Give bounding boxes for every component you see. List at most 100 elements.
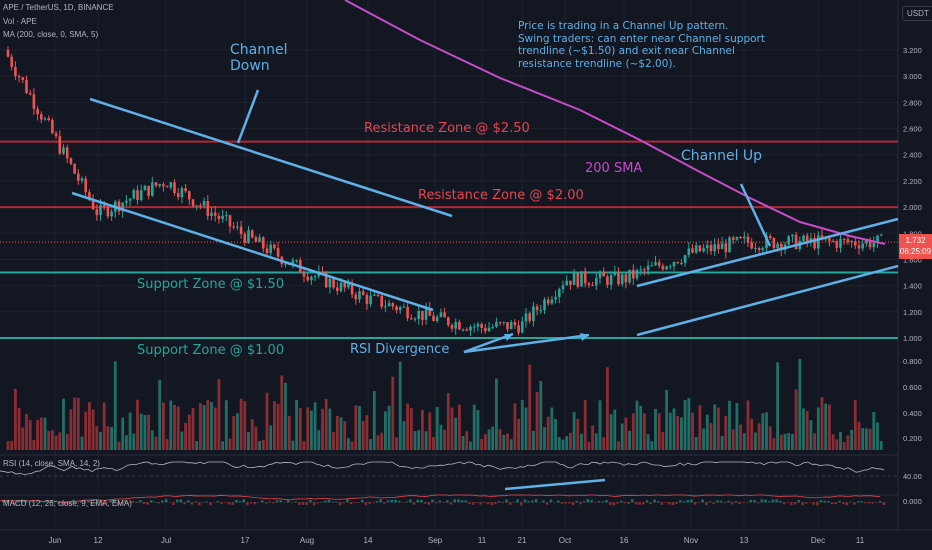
macd-bar — [316, 502, 320, 504]
candle-body — [350, 283, 354, 295]
macd-bar — [675, 502, 678, 504]
candle-body — [691, 248, 694, 253]
candle-body — [757, 247, 761, 250]
macd-bar — [113, 500, 116, 503]
volume-bar — [454, 417, 458, 450]
volume-bar — [139, 413, 143, 450]
macd-bar — [878, 500, 882, 503]
candle-body — [739, 237, 742, 239]
time-tick-label: Oct — [559, 536, 572, 545]
candle-body — [28, 92, 32, 95]
macd-bar — [253, 502, 257, 505]
macd-bar — [179, 499, 183, 503]
volume-bar — [639, 405, 643, 450]
candle-body — [683, 255, 687, 264]
macd-bar — [249, 502, 253, 504]
macd-bar — [790, 502, 793, 506]
volume-bar — [676, 416, 680, 450]
macd-bar — [693, 502, 697, 505]
volume-bar — [546, 416, 550, 450]
volume-bar — [598, 400, 602, 450]
volume-bar — [169, 400, 173, 450]
candle-body — [36, 108, 39, 115]
volume-bar — [617, 441, 620, 450]
volume-tick-label: 0.200 — [903, 434, 922, 443]
macd-bar — [512, 501, 516, 503]
candle-body — [635, 269, 639, 279]
volume-bar — [398, 361, 402, 450]
macd-bar — [475, 502, 479, 504]
macd-bar — [42, 501, 46, 503]
macd-bar — [360, 499, 364, 503]
volume-bar — [446, 393, 450, 450]
candle-body — [273, 244, 276, 249]
candle-body — [809, 238, 813, 243]
macd-bar — [161, 500, 164, 503]
volume-bar — [165, 438, 169, 450]
volume-bar — [724, 416, 728, 450]
macd-bar — [605, 499, 608, 503]
candle-body — [373, 294, 376, 296]
macd-bar — [653, 499, 656, 503]
macd-bar — [383, 502, 386, 504]
macd-bar — [279, 500, 283, 503]
volume-bar — [236, 413, 239, 450]
macd-bar — [531, 500, 534, 503]
candle-body — [395, 306, 398, 311]
trendline — [636, 217, 899, 288]
volume-bar — [369, 439, 372, 450]
macd-bar — [209, 502, 212, 506]
macd-bar — [753, 499, 756, 503]
macd-bar — [342, 502, 345, 504]
candle-body — [532, 306, 535, 321]
candle-body — [768, 235, 772, 239]
time-tick-label: 21 — [518, 536, 527, 545]
trendline — [636, 264, 899, 337]
macd-bar — [453, 499, 456, 503]
macd-bar — [438, 500, 442, 503]
volume-bar — [591, 425, 594, 450]
macd-bar — [730, 502, 734, 505]
candle-body — [865, 240, 868, 244]
macd-bar — [564, 502, 567, 504]
candle-body — [17, 76, 21, 78]
candle-body — [336, 287, 339, 291]
volume-bar — [461, 435, 465, 450]
volume-bar — [343, 421, 347, 450]
macd-bar — [349, 502, 353, 505]
volume-bar — [794, 389, 798, 450]
volume-bar — [861, 428, 865, 450]
candle-body — [543, 299, 546, 311]
volume-bar — [820, 397, 824, 450]
volume-bar — [298, 408, 302, 450]
candle-body — [447, 317, 450, 325]
candle-body — [147, 185, 150, 196]
candle-body — [417, 310, 420, 319]
price-tick-label: 1.200 — [903, 308, 922, 317]
candle-body — [665, 266, 668, 270]
last-price-value: 1.732 — [905, 236, 926, 245]
macd-bar — [471, 502, 475, 505]
currency-button[interactable]: USDT — [902, 6, 932, 21]
volume-bar — [594, 433, 598, 450]
macd-bar — [372, 502, 375, 503]
candle-body — [40, 114, 43, 120]
candle-body — [143, 185, 147, 191]
macd-bar — [449, 502, 453, 505]
candle-body — [136, 190, 139, 201]
macd-bar — [520, 502, 523, 506]
volume-bar — [728, 400, 731, 450]
volume-bar — [132, 433, 136, 450]
price-tick-label: 1.600 — [903, 255, 922, 264]
volume-bar — [602, 437, 606, 450]
macd-bar — [623, 502, 627, 504]
volume-bar — [106, 426, 110, 450]
volume-bar — [221, 441, 224, 450]
volume-bar — [387, 405, 391, 450]
macd-bar — [801, 502, 804, 506]
macd-bar — [220, 502, 223, 504]
volume-bar — [376, 435, 380, 450]
volume-bar — [210, 401, 213, 450]
macd-bar — [405, 501, 408, 503]
